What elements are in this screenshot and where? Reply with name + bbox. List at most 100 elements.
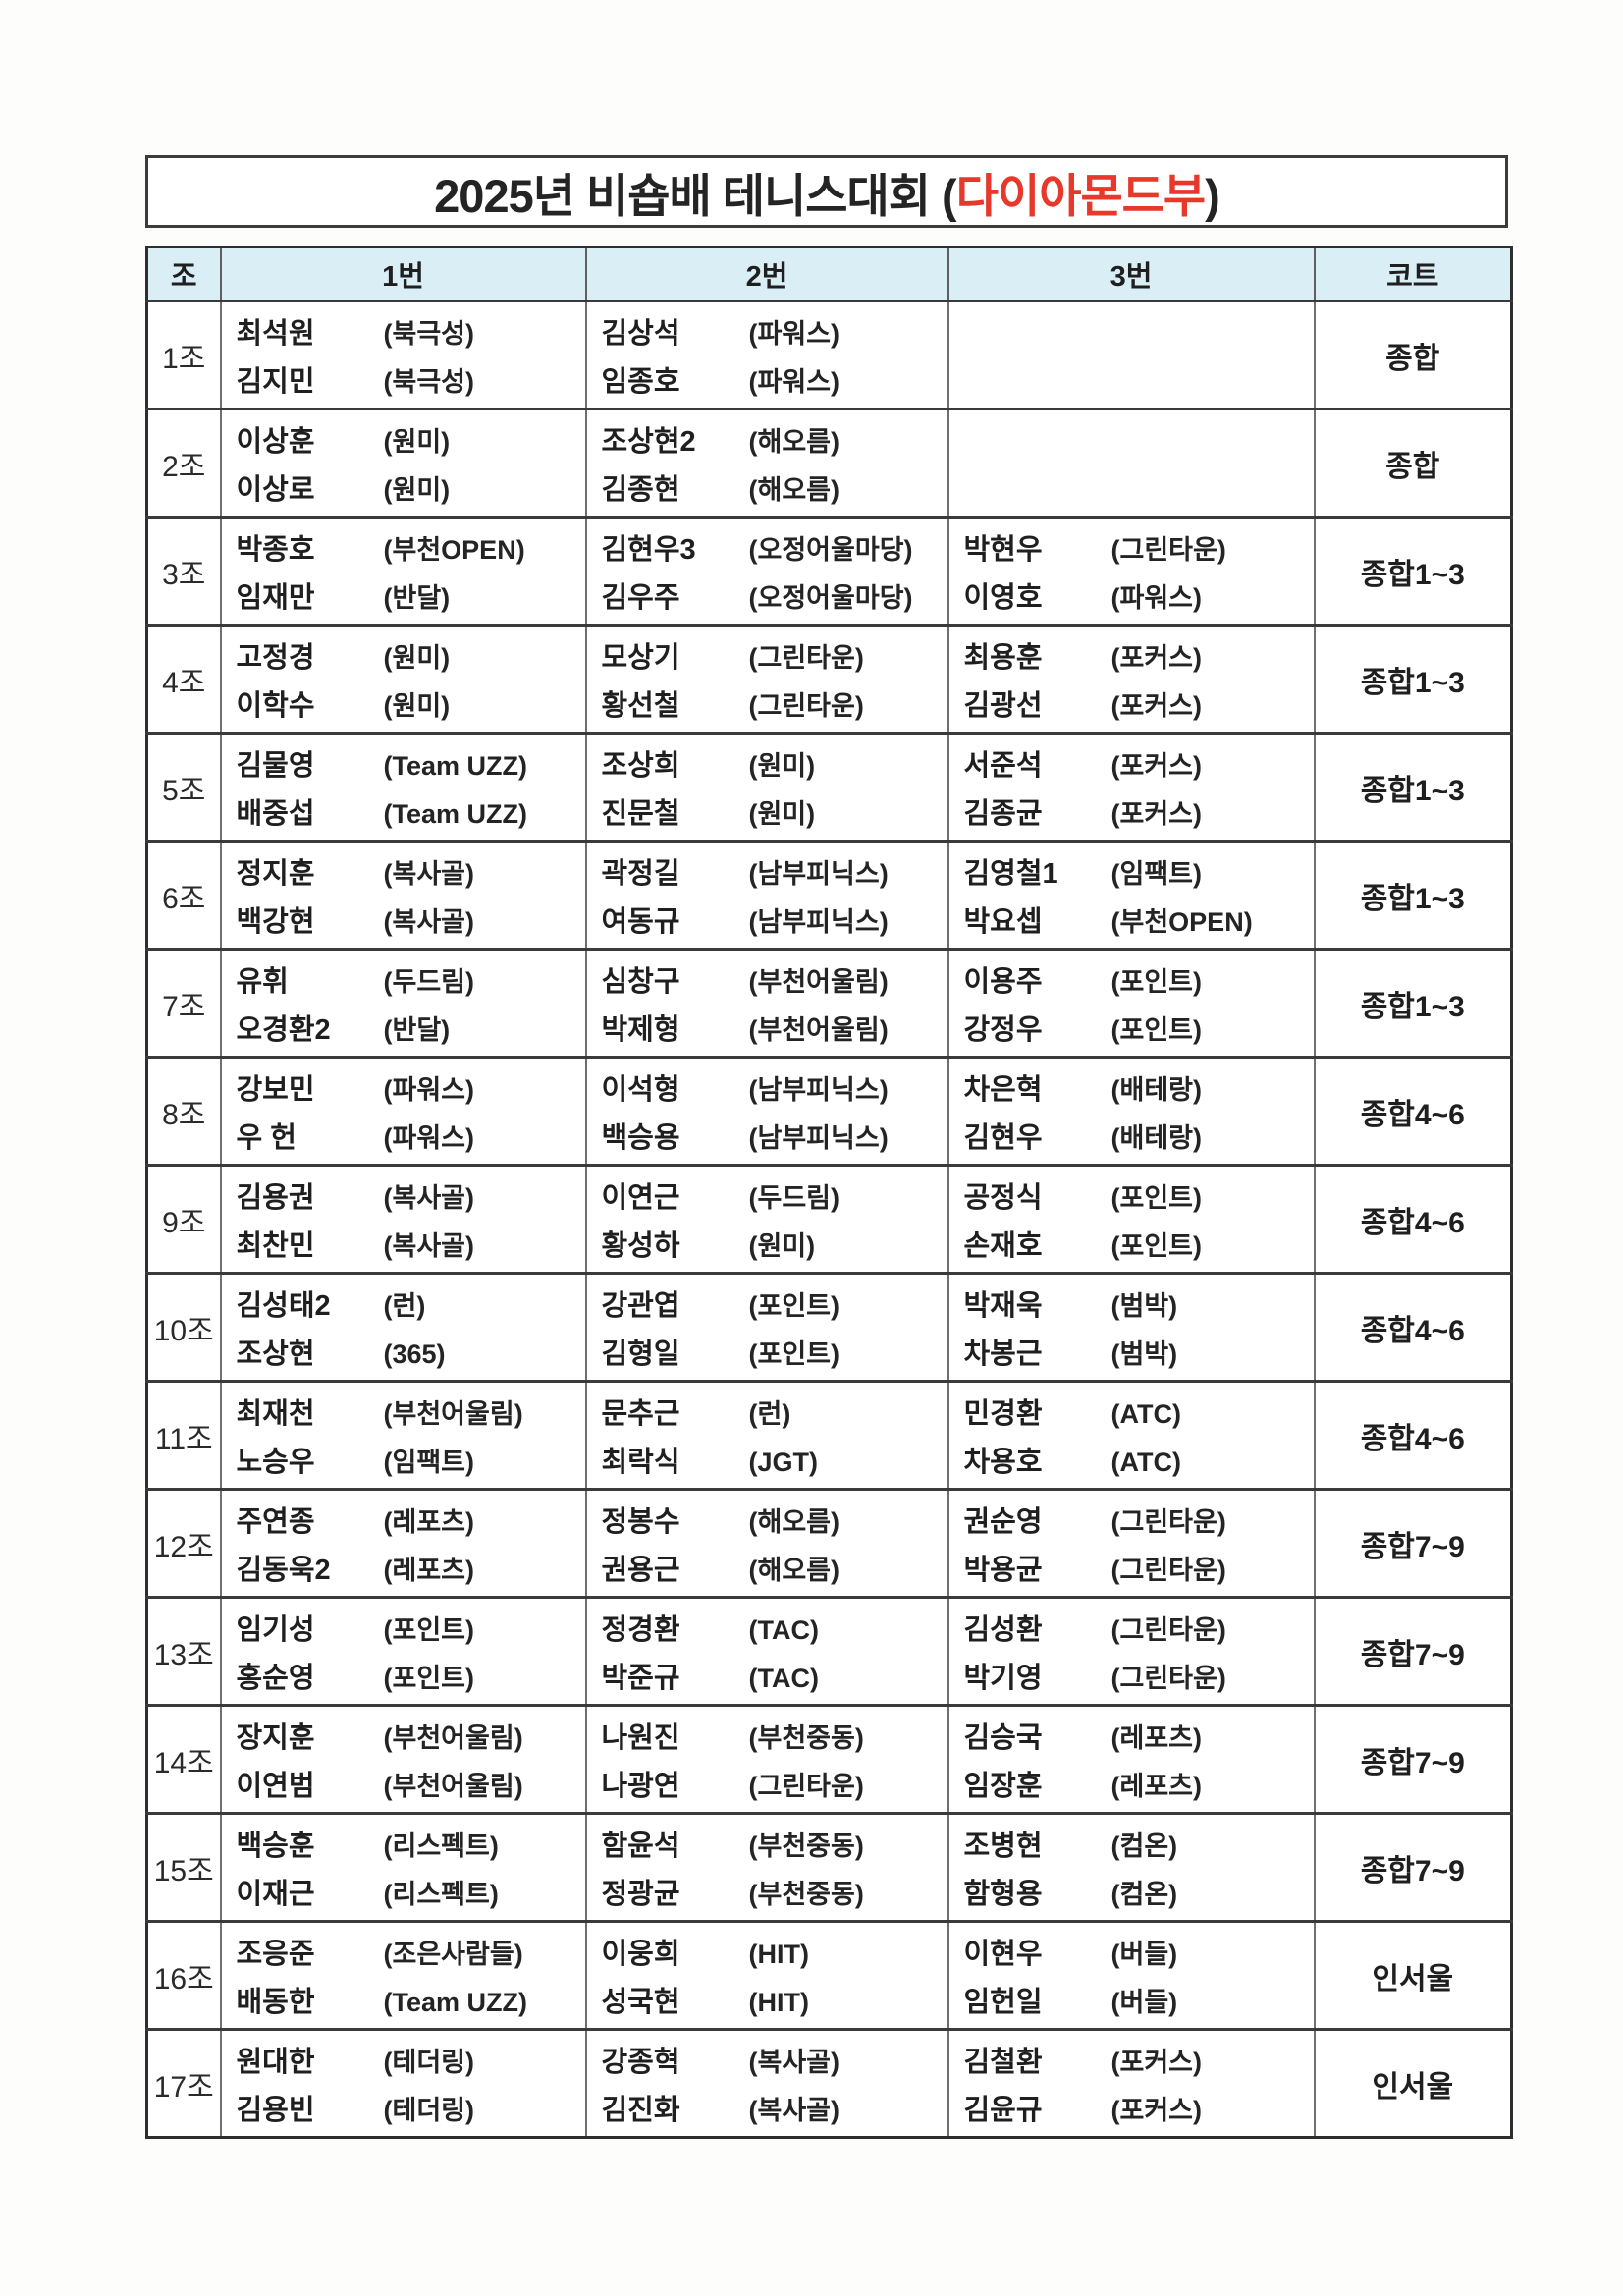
player-line: 우 헌 (파워스) bbox=[237, 1115, 585, 1156]
player-club: (그린타운) bbox=[1110, 1506, 1226, 1537]
player-name: 황성하 bbox=[601, 1230, 680, 1263]
player-name: 최석원 bbox=[236, 317, 315, 350]
player-name: 주연종 bbox=[236, 1505, 315, 1538]
group-label: 9조 bbox=[146, 1164, 221, 1274]
player-line: 박종호 (부천OPEN) bbox=[237, 526, 585, 568]
player-club: (범박) bbox=[1110, 1290, 1178, 1321]
player-club: (부천어울림) bbox=[383, 1398, 523, 1429]
players-cell-3: 박현우 (그린타운) 이영호 (파워스) bbox=[947, 516, 1315, 626]
player-line: 김현우3 (오정어울마당) bbox=[602, 526, 947, 568]
players-cell-2: 강종혁 (복사골) 김진화 (복사골) bbox=[584, 2028, 948, 2138]
player-club: (파워스) bbox=[748, 318, 840, 349]
player-line: 곽정길 (남부피닉스) bbox=[602, 850, 947, 892]
player-line: 민경환 (ATC) bbox=[964, 1391, 1314, 1432]
player-club: (컴온) bbox=[1110, 1831, 1178, 1861]
group-label: 1조 bbox=[146, 300, 221, 410]
player-name: 김진화 bbox=[601, 2095, 680, 2127]
players-cell-content: 권순영 (그린타운) 박용균 (그린타운) bbox=[949, 1492, 1314, 1596]
player-club: (포커스) bbox=[1110, 799, 1203, 830]
table-row: 12조 주연종 (레포츠) 김동욱2 (레포츠) 정봉수 (해오름) 권용근 (해오름) 권순영 (… bbox=[146, 1488, 1512, 1598]
header-cell-seed3: 3번 bbox=[947, 246, 1315, 302]
player-club: (Team UZZ) bbox=[383, 799, 528, 830]
player-line: 임장훈 (레포츠) bbox=[964, 1763, 1314, 1804]
table-row: 10조 김성태2 (런) 조상현 (365) 강관엽 (포인트) 김형일 (포인트) 박재욱 (범박… bbox=[146, 1272, 1512, 1382]
player-name: 김상석 bbox=[601, 317, 680, 350]
court-cell: 종합7~9 bbox=[1313, 1488, 1512, 1598]
players-cell-content: 서준석 (포커스) 김종균 (포커스) bbox=[949, 736, 1314, 840]
player-club: (Team UZZ) bbox=[383, 1988, 528, 2018]
player-club: (해오름) bbox=[748, 426, 840, 457]
group-label: 2조 bbox=[146, 408, 221, 518]
player-line: 최재천 (부천어울림) bbox=[237, 1391, 585, 1432]
player-name: 이재근 bbox=[236, 1879, 315, 1911]
players-cell-3: 조병현 (컴온) 함형용 (컴온) bbox=[947, 1812, 1315, 1922]
players-cell-content: 조상희 (원미) 진문철 (원미) bbox=[587, 736, 947, 840]
players-cell-content: 강보민 (파워스) 우 헌 (파워스) bbox=[222, 1060, 585, 1164]
player-club: (북극성) bbox=[383, 367, 475, 398]
player-name: 최락식 bbox=[601, 1447, 680, 1479]
players-cell-content bbox=[949, 303, 1314, 408]
player-line: 최석원 (북극성) bbox=[237, 310, 585, 352]
table-row: 13조 임기성 (포인트) 홍순영 (포인트) 정경환 (TAC) 박준규 (TAC) 김성환 (그… bbox=[146, 1596, 1512, 1706]
group-label: 13조 bbox=[146, 1596, 221, 1706]
player-club: (임팩트) bbox=[383, 1448, 475, 1478]
player-line: 김윤규 (포커스) bbox=[964, 2087, 1314, 2128]
players-cell-content: 김성환 (그린타운) 박기영 (그린타운) bbox=[949, 1600, 1314, 1704]
group-assignment-table: 조 1번 2번 3번 코트 1조 최석원 (북극성) 김지민 (북극성) 김상석 (파워스)… bbox=[145, 246, 1513, 2139]
player-name: 정광균 bbox=[601, 1879, 680, 1911]
players-cell-2: 정경환 (TAC) 박준규 (TAC) bbox=[584, 1596, 948, 1706]
table-row: 11조 최재천 (부천어울림) 노승우 (임팩트) 문추근 (런) 최락식 (JGT) 민경환 (A… bbox=[146, 1380, 1512, 1490]
player-line: 박기영 (그린타운) bbox=[964, 1655, 1314, 1696]
players-cell-1: 고정경 (원미) 이학수 (원미) bbox=[219, 624, 586, 734]
players-cell-content: 조상현2 (해오름) 김종현 (해오름) bbox=[587, 411, 947, 516]
player-line: 최용훈 (포커스) bbox=[964, 634, 1314, 676]
title-suffix: ) bbox=[1205, 169, 1220, 222]
player-name: 백강현 bbox=[236, 906, 315, 939]
player-line: 이영호 (파워스) bbox=[964, 574, 1314, 616]
player-club: (HIT) bbox=[748, 1939, 809, 1969]
player-club: (포인트) bbox=[748, 1290, 840, 1321]
players-cell-2: 김현우3 (오정어울마당) 김우주 (오정어울마당) bbox=[584, 516, 948, 626]
players-cell-1: 백승훈 (리스펙트) 이재근 (리스펙트) bbox=[219, 1812, 586, 1922]
player-club: (두드림) bbox=[383, 966, 475, 997]
player-club: (테더링) bbox=[383, 2047, 475, 2077]
player-line: 이석형 (남부피닉스) bbox=[602, 1066, 947, 1108]
player-name: 권순영 bbox=[963, 1505, 1043, 1538]
player-line: 차봉근 (범박) bbox=[964, 1331, 1314, 1372]
players-cell-1: 이상훈 (원미) 이상로 (원미) bbox=[219, 408, 586, 518]
court-cell: 종합1~3 bbox=[1313, 948, 1512, 1058]
player-name: 박재욱 bbox=[963, 1289, 1043, 1322]
players-cell-content: 문추근 (런) 최락식 (JGT) bbox=[587, 1384, 947, 1488]
player-club: (두드림) bbox=[748, 1182, 840, 1213]
group-label: 17조 bbox=[146, 2028, 221, 2138]
players-cell-content: 백승훈 (리스펙트) 이재근 (리스펙트) bbox=[222, 1816, 585, 1920]
players-cell-content: 차은혁 (배테랑) 김현우 (배테랑) bbox=[949, 1060, 1314, 1164]
player-name: 강관엽 bbox=[601, 1289, 680, 1322]
player-line: 권용근 (해오름) bbox=[602, 1547, 947, 1588]
player-line: 김성환 (그린타운) bbox=[964, 1607, 1314, 1648]
player-name: 함윤석 bbox=[601, 1830, 680, 1862]
player-club: (포커스) bbox=[1110, 691, 1203, 722]
player-line: 이연근 (두드림) bbox=[602, 1175, 947, 1216]
table-row: 3조 박종호 (부천OPEN) 임재만 (반달) 김현우3 (오정어울마당) 김우주 (오정어울… bbox=[146, 516, 1512, 626]
title-prefix: 2025년 비숍배 테니스대회 ( bbox=[434, 169, 957, 222]
player-line: 김우주 (오정어울마당) bbox=[602, 574, 947, 616]
player-club: (그린타운) bbox=[748, 642, 864, 673]
player-line: 김진화 (복사골) bbox=[602, 2087, 947, 2128]
player-line: 박현우 (그린타운) bbox=[964, 526, 1314, 568]
court-cell: 종합4~6 bbox=[1313, 1164, 1512, 1274]
players-cell-content: 정지훈 (복사골) 백강현 (복사골) bbox=[222, 844, 585, 948]
player-club: (그린타운) bbox=[748, 691, 864, 722]
players-cell-3: 김승국 (레포츠) 임장훈 (레포츠) bbox=[947, 1704, 1315, 1814]
player-club: (오정어울마당) bbox=[748, 583, 913, 614]
page-title: 2025년 비숍배 테니스대회 (다이아몬드부) bbox=[434, 158, 1220, 226]
players-cell-1: 장지훈 (부천어울림) 이연범 (부천어울림) bbox=[219, 1704, 586, 1814]
header-cell-group: 조 bbox=[146, 246, 221, 302]
players-cell-3: 민경환 (ATC) 차용호 (ATC) bbox=[947, 1380, 1315, 1490]
player-line: 박용균 (그린타운) bbox=[964, 1547, 1314, 1588]
players-cell-content: 민경환 (ATC) 차용호 (ATC) bbox=[949, 1384, 1314, 1488]
player-name: 박종호 bbox=[236, 533, 315, 566]
players-cell-1: 김용권 (복사골) 최찬민 (복사골) bbox=[219, 1164, 586, 1274]
player-club: (오정어울마당) bbox=[748, 534, 913, 565]
player-line: 박제형 (부천어울림) bbox=[602, 1007, 947, 1048]
